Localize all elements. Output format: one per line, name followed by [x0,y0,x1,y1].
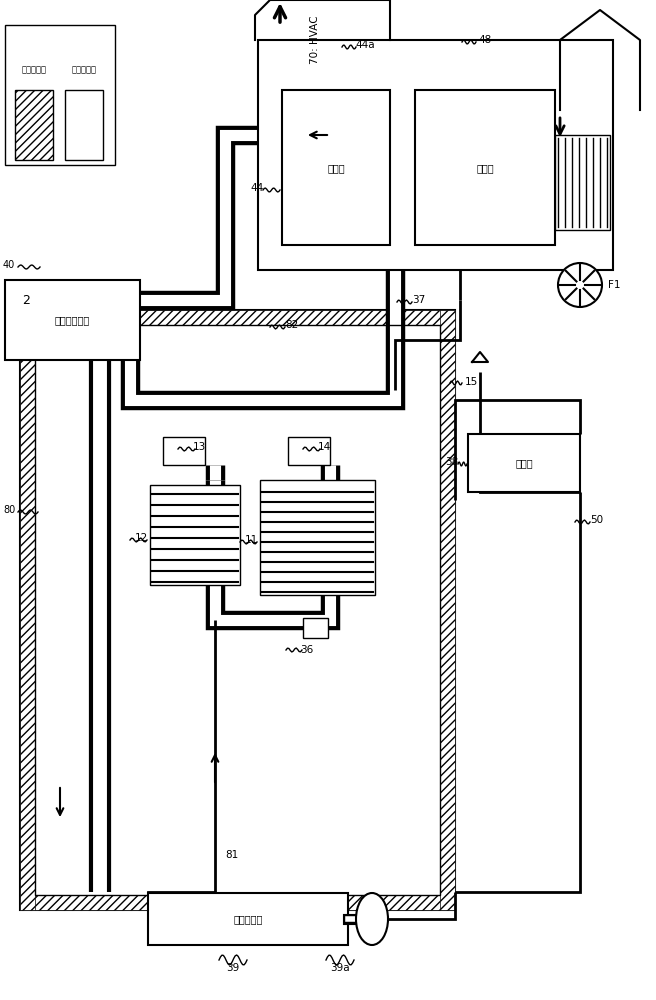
Bar [440,310,455,910]
Text: 39a: 39a [330,963,350,973]
Bar [303,618,328,638]
Bar [36,326,439,894]
Bar [15,90,53,160]
Bar [163,437,205,465]
Bar [148,893,348,945]
Text: 38: 38 [445,457,459,467]
Bar [282,90,390,245]
Text: 13: 13 [193,442,206,452]
Bar [415,90,555,245]
Text: 2: 2 [22,294,30,306]
Text: 制冷劑通路: 制冷劑通路 [72,66,96,75]
Bar [5,280,140,360]
Bar [555,135,610,230]
Bar [288,437,330,465]
Bar [35,325,440,895]
Text: 70: HVAC: 70: HVAC [310,16,320,64]
Bar [150,485,240,585]
Text: 11: 11 [245,535,258,545]
Circle shape [558,263,602,307]
Text: 蒸发器: 蒸发器 [476,163,494,173]
Bar [20,310,35,910]
Ellipse shape [356,893,388,945]
Text: 加熱芯: 加熱芯 [327,163,345,173]
Text: 44: 44 [250,183,263,193]
Text: 压缩机: 压缩机 [515,458,533,468]
Text: 37: 37 [412,295,425,305]
Text: 80: 80 [3,505,15,515]
Bar [20,895,455,910]
Text: 14: 14 [318,442,331,452]
Bar [260,480,375,595]
Text: 44a: 44a [355,40,375,50]
Bar [65,90,103,160]
Text: 制冷剂通路: 制冷剂通路 [234,914,262,924]
Text: F1: F1 [608,280,621,290]
Text: 39: 39 [226,963,239,973]
Text: 48: 48 [478,35,491,45]
Text: 发动机冷却部: 发动机冷却部 [54,315,90,325]
Bar [258,40,613,270]
Bar [468,434,580,492]
Text: 冷卻液通路: 冷卻液通路 [22,66,47,75]
Bar [20,310,455,910]
Text: 50: 50 [590,515,603,525]
Bar [5,25,115,165]
Text: 15: 15 [465,377,478,387]
Text: 40: 40 [3,260,15,270]
Bar [20,310,455,325]
Bar [35,325,440,895]
Text: 81: 81 [225,850,238,860]
Text: 36: 36 [300,645,314,655]
Text: 82: 82 [285,320,298,330]
Text: 12: 12 [134,533,148,543]
